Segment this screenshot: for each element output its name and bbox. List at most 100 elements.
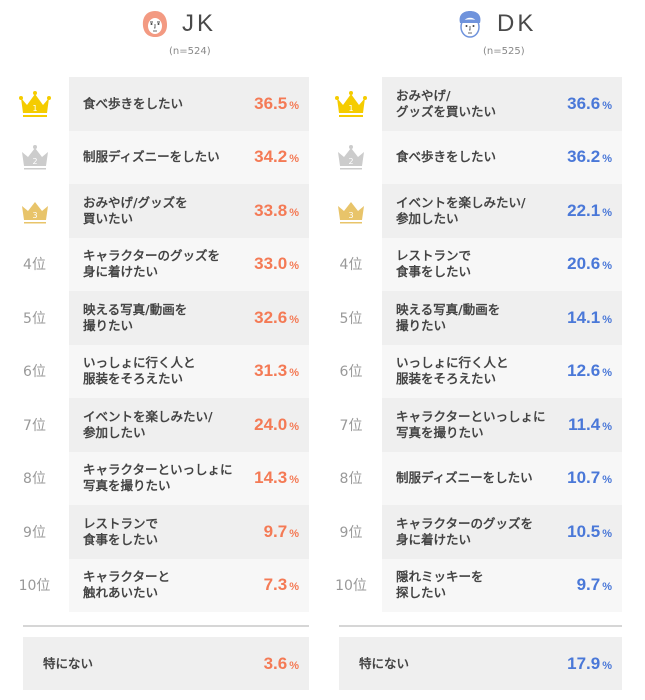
row-label: レストランで 食事をしたい [83, 515, 159, 547]
table-row: 9位 キャラクターのグッズを 身に着けたい 10.5% [320, 505, 645, 559]
gold-crown-icon: 1 [18, 90, 51, 117]
none-value: 17.9% [567, 654, 612, 674]
value-unit: % [602, 581, 612, 594]
value-unit: % [602, 420, 612, 433]
row-cell: おみやげ/グッズを 買いたい 33.8% [69, 184, 309, 238]
value-unit: % [289, 581, 299, 594]
dk-sample-size: (n=525) [483, 46, 525, 57]
value-unit: % [289, 260, 299, 273]
svg-text:2: 2 [348, 157, 353, 166]
row-cell: いっしょに行く人と 服装をそろえたい 12.6% [382, 344, 622, 398]
value-number: 9.7 [576, 575, 601, 595]
value-unit: % [602, 659, 612, 672]
rank-label: 4位 [23, 257, 46, 274]
row-cell: キャラクターといっしょに 写真を撮りたい 11.4% [382, 398, 622, 452]
value-number: 36.5 [254, 93, 288, 113]
value-number: 24.0 [254, 414, 288, 434]
row-label: 制服ディズニーをしたい [396, 470, 533, 486]
divider [23, 625, 309, 627]
row-value: 32.6% [254, 308, 299, 328]
bronze-crown-icon: 3 [21, 201, 48, 224]
rank-label: 9位 [23, 524, 46, 541]
value-unit: % [289, 527, 299, 540]
table-row: 7位 キャラクターといっしょに 写真を撮りたい 11.4% [320, 398, 645, 452]
row-cell: キャラクターといっしょに 写真を撮りたい 14.3% [69, 451, 309, 505]
value-unit: % [289, 474, 299, 487]
row-label: 映える写真/動画を 撮りたい [83, 301, 188, 333]
svg-text:1: 1 [32, 104, 37, 113]
value-number: 12.6 [567, 361, 601, 381]
value-unit: % [602, 367, 612, 380]
dk-title: DK [497, 10, 537, 37]
table-row: 4位 レストランで 食事をしたい 20.6% [320, 237, 645, 291]
row-label: 映える写真/動画を 撮りたい [396, 301, 501, 333]
row-cell: イベントを楽しみたい/ 参加したい 24.0% [69, 398, 309, 452]
table-row: 8位 キャラクターといっしょに 写真を撮りたい 14.3% [0, 451, 320, 505]
row-label: 食べ歩きをしたい [396, 149, 497, 165]
value-number: 33.8 [254, 200, 288, 220]
row-value: 33.0% [254, 254, 299, 274]
row-value: 10.7% [567, 468, 612, 488]
row-value: 14.3% [254, 468, 299, 488]
row-cell: イベントを楽しみたい/ 参加したい 22.1% [382, 184, 622, 238]
row-value: 34.2% [254, 147, 299, 167]
row-value: 31.3% [254, 361, 299, 381]
value-unit: % [289, 99, 299, 112]
value-unit: % [602, 260, 612, 273]
svg-text:2: 2 [32, 157, 37, 166]
row-value: 36.2% [567, 147, 612, 167]
value-number: 10.5 [567, 521, 601, 541]
value-unit: % [602, 153, 612, 166]
row-label: いっしょに行く人と 服装をそろえたい [396, 355, 509, 387]
silver-crown-icon: 2 [21, 145, 48, 170]
divider [339, 625, 622, 627]
value-unit: % [289, 313, 299, 326]
table-row: 10位 隠れミッキーを 探したい 9.7% [320, 558, 645, 612]
rank-label: 6位 [23, 364, 46, 381]
boy-face-icon [459, 11, 481, 38]
value-number: 11.4 [568, 414, 601, 434]
row-cell: いっしょに行く人と 服装をそろえたい 31.3% [69, 344, 309, 398]
jk-header: JK [140, 8, 216, 40]
value-number: 3.6 [263, 653, 288, 673]
table-row: 2 食べ歩きをしたい 36.2% [320, 130, 645, 184]
row-cell: 映える写真/動画を 撮りたい 14.1% [382, 291, 622, 345]
row-value: 7.3% [264, 575, 299, 595]
girl-face-icon [142, 11, 167, 37]
row-value: 10.5% [567, 522, 612, 542]
table-row: 2 制服ディズニーをしたい 34.2% [0, 130, 320, 184]
none-label: 特にない [43, 655, 94, 671]
row-label: キャラクターのグッズを 身に着けたい [83, 248, 221, 280]
table-row: 4位 キャラクターのグッズを 身に着けたい 33.0% [0, 237, 320, 291]
value-unit: % [289, 659, 299, 672]
value-number: 31.3 [254, 361, 288, 381]
value-number: 33.0 [254, 254, 288, 274]
table-row: 1 おみやげ/ グッズを買いたい 36.6% [320, 77, 645, 131]
row-value: 20.6% [567, 254, 612, 274]
value-number: 32.6 [254, 307, 288, 327]
row-label: 隠れミッキーを 探したい [396, 569, 484, 601]
rank-label: 7位 [339, 417, 363, 434]
row-label: 食べ歩きをしたい [83, 95, 184, 111]
gold-crown-icon: 1 [335, 90, 367, 117]
value-number: 9.7 [263, 521, 288, 541]
svg-text:3: 3 [348, 211, 353, 220]
dk-ranking-list: 1 おみやげ/ グッズを買いたい 36.6% 2 食べ歩きをしたい 36.2% … [320, 77, 645, 612]
value-number: 7.3 [263, 575, 288, 595]
table-row: 5位 映える写真/動画を 撮りたい 14.1% [320, 291, 645, 345]
row-value: 24.0% [254, 415, 299, 435]
row-label: イベントを楽しみたい/ 参加したい [83, 408, 213, 440]
row-value: 22.1% [567, 201, 612, 221]
rank-label: 10位 [18, 578, 51, 595]
value-unit: % [602, 206, 612, 219]
row-value: 9.7% [577, 575, 612, 595]
value-unit: % [289, 153, 299, 166]
jk-sample-size: (n=524) [169, 46, 211, 57]
rank-1: 1 [0, 77, 69, 131]
rank-label: 5位 [23, 310, 46, 327]
value-number: 20.6 [567, 254, 601, 274]
value-unit: % [289, 206, 299, 219]
silver-crown-icon: 2 [338, 145, 364, 170]
svg-text:1: 1 [348, 104, 353, 113]
row-value: 11.4% [568, 415, 612, 435]
